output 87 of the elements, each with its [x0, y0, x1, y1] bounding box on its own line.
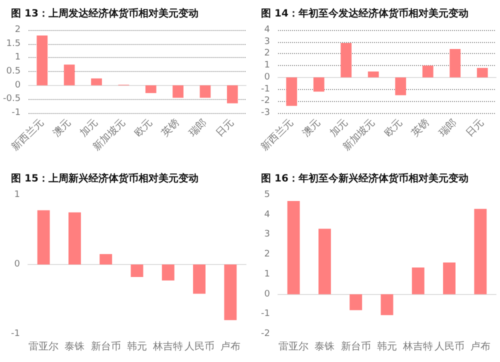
chart-title: 图 13：上周发达经济体货币相对美元变动 [11, 8, 198, 20]
y-tick-label: 4 [264, 25, 270, 35]
bar [350, 294, 362, 310]
x-tick-label: 卢布 [220, 340, 240, 352]
bar [422, 66, 434, 78]
x-tick-label: 人民币 [184, 340, 214, 352]
x-tick-label: 雷亚尔 [28, 340, 59, 352]
y-tick-label: 1 [264, 269, 270, 280]
bar [68, 212, 81, 264]
x-tick-label: 新西兰元 [258, 116, 296, 154]
y-tick-label: 2 [14, 25, 21, 35]
y-tick-label: -2 [261, 96, 270, 106]
y-tick-label: 2 [264, 48, 270, 59]
x-tick-label: 瑞郎 [186, 116, 210, 140]
y-tick-label: -1 [12, 108, 21, 118]
x-tick-label: 泰铢 [64, 340, 85, 352]
bar [368, 72, 379, 78]
bar [443, 262, 456, 294]
x-tick-label: 澳元 [50, 116, 74, 140]
y-tick-label: 2 [264, 250, 270, 260]
bar [395, 77, 406, 96]
bar [64, 64, 75, 86]
x-tick-label: 新台币 [90, 340, 121, 352]
y-tick-label: -1 [261, 309, 270, 320]
x-tick-label: 韩元 [377, 340, 397, 352]
y-tick-label: 1 [264, 60, 270, 71]
bar [340, 43, 352, 78]
bar [193, 264, 206, 294]
y-tick-label: 1 [14, 190, 20, 200]
chart-title: 图 15：上周新兴经济体货币相对美元变动 [11, 172, 198, 184]
x-tick-label: 雷亚尔 [278, 340, 309, 352]
bar [287, 200, 300, 294]
y-tick-label: -0.5 [3, 94, 21, 104]
bar [130, 264, 144, 278]
bar [37, 210, 50, 264]
bar [450, 48, 461, 78]
y-tick-label: 5 [264, 190, 270, 200]
y-tick-label: 4 [264, 210, 270, 220]
x-tick-label: 人民币 [434, 340, 464, 352]
bar [200, 85, 211, 98]
x-tick-label: 泰铢 [314, 340, 335, 352]
x-tick-label: 澳元 [300, 116, 323, 140]
chart-title: 图 14：年初至今发达经济体货币相对美元变动 [261, 8, 468, 20]
y-tick-label: 0.5 [6, 66, 21, 76]
y-tick-label: 0 [264, 72, 270, 82]
bar [172, 85, 184, 98]
y-tick-label: -3 [261, 108, 270, 118]
bar [380, 294, 394, 316]
y-tick-label: 0 [14, 260, 20, 270]
bar [318, 228, 331, 294]
y-tick-label: 1.5 [6, 38, 21, 49]
y-tick-label: 0 [14, 80, 21, 90]
y-tick-label: -1 [261, 84, 270, 94]
x-tick-label: 林吉特 [152, 340, 184, 352]
bar [412, 267, 424, 294]
x-tick-label: 瑞郎 [436, 116, 460, 140]
x-tick-label: 日元 [464, 117, 486, 140]
y-tick-label: 3 [264, 36, 270, 47]
x-tick-label: 韩元 [127, 340, 147, 352]
x-tick-label: 新西兰元 [9, 116, 46, 154]
x-tick-label: 欧元 [382, 117, 405, 140]
x-tick-label: 林吉特 [402, 340, 434, 352]
x-tick-label: 英镑 [159, 116, 182, 140]
bar [226, 85, 238, 104]
x-tick-label: 卢布 [470, 340, 490, 352]
y-tick-label: -1 [11, 329, 20, 339]
x-tick-label: 日元 [214, 117, 236, 140]
bar [91, 78, 102, 86]
bar [476, 68, 488, 78]
x-tick-label: 加元 [327, 116, 350, 140]
x-tick-label: 加元 [78, 116, 100, 140]
bar [474, 208, 487, 294]
x-tick-label: 欧元 [132, 117, 155, 140]
x-tick-label: 英镑 [409, 116, 432, 140]
y-tick-label: 3 [264, 230, 270, 240]
y-tick-label: -2 [261, 329, 270, 339]
bar [286, 77, 298, 106]
chart-title: 图 16：年初至今新兴经济体货币相对美元变动 [261, 172, 468, 184]
x-tick-label: 新台币 [340, 340, 371, 352]
bar [36, 36, 48, 86]
y-tick-label: 0 [264, 289, 270, 300]
bar [162, 264, 174, 280]
bar [313, 77, 324, 92]
bar [224, 264, 237, 320]
bar [100, 254, 112, 264]
y-tick-label: 1 [14, 52, 21, 63]
bar [145, 85, 156, 94]
